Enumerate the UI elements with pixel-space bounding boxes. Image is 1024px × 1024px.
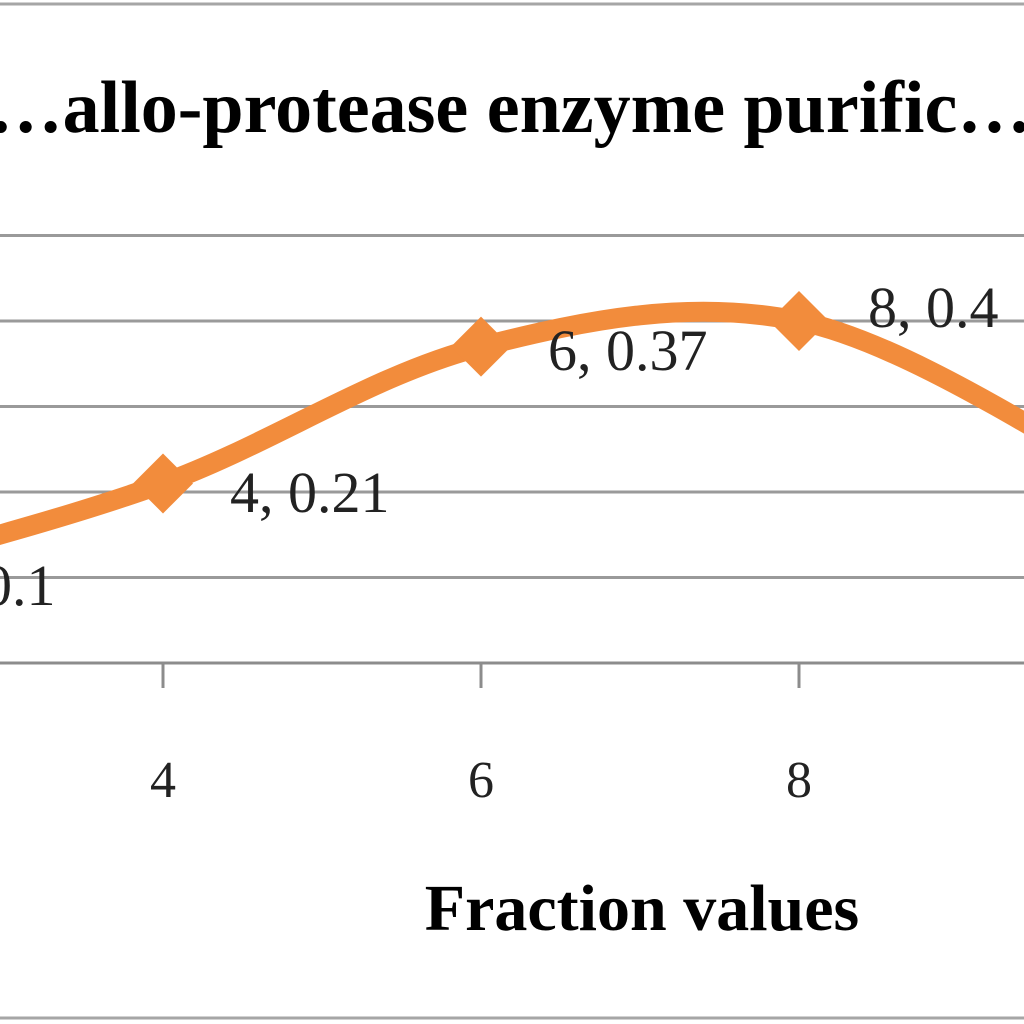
data-markers xyxy=(133,291,829,514)
x-tick-label: 6 xyxy=(468,752,494,809)
data-point-marker xyxy=(769,291,829,351)
data-label: 4, 0.21 xyxy=(230,460,390,525)
data-point-marker xyxy=(451,316,511,377)
data-labels: 2, 0.1 4, 0.21 6, 0.37 8, 0.4 xyxy=(0,275,999,618)
series-line xyxy=(0,301,1024,545)
data-point-marker xyxy=(133,453,193,514)
data-label: 2, 0.1 xyxy=(0,553,56,618)
x-axis-title: Fraction values xyxy=(425,872,859,945)
x-tick-label: 4 xyxy=(150,752,176,809)
x-axis-ticks: 4 6 8 xyxy=(150,663,812,809)
data-label: 6, 0.37 xyxy=(548,318,708,383)
data-label: 8, 0.4 xyxy=(868,275,999,340)
x-tick-label: 8 xyxy=(786,752,812,809)
chart-title: …allo-protease enzyme purific… xyxy=(0,67,1024,149)
